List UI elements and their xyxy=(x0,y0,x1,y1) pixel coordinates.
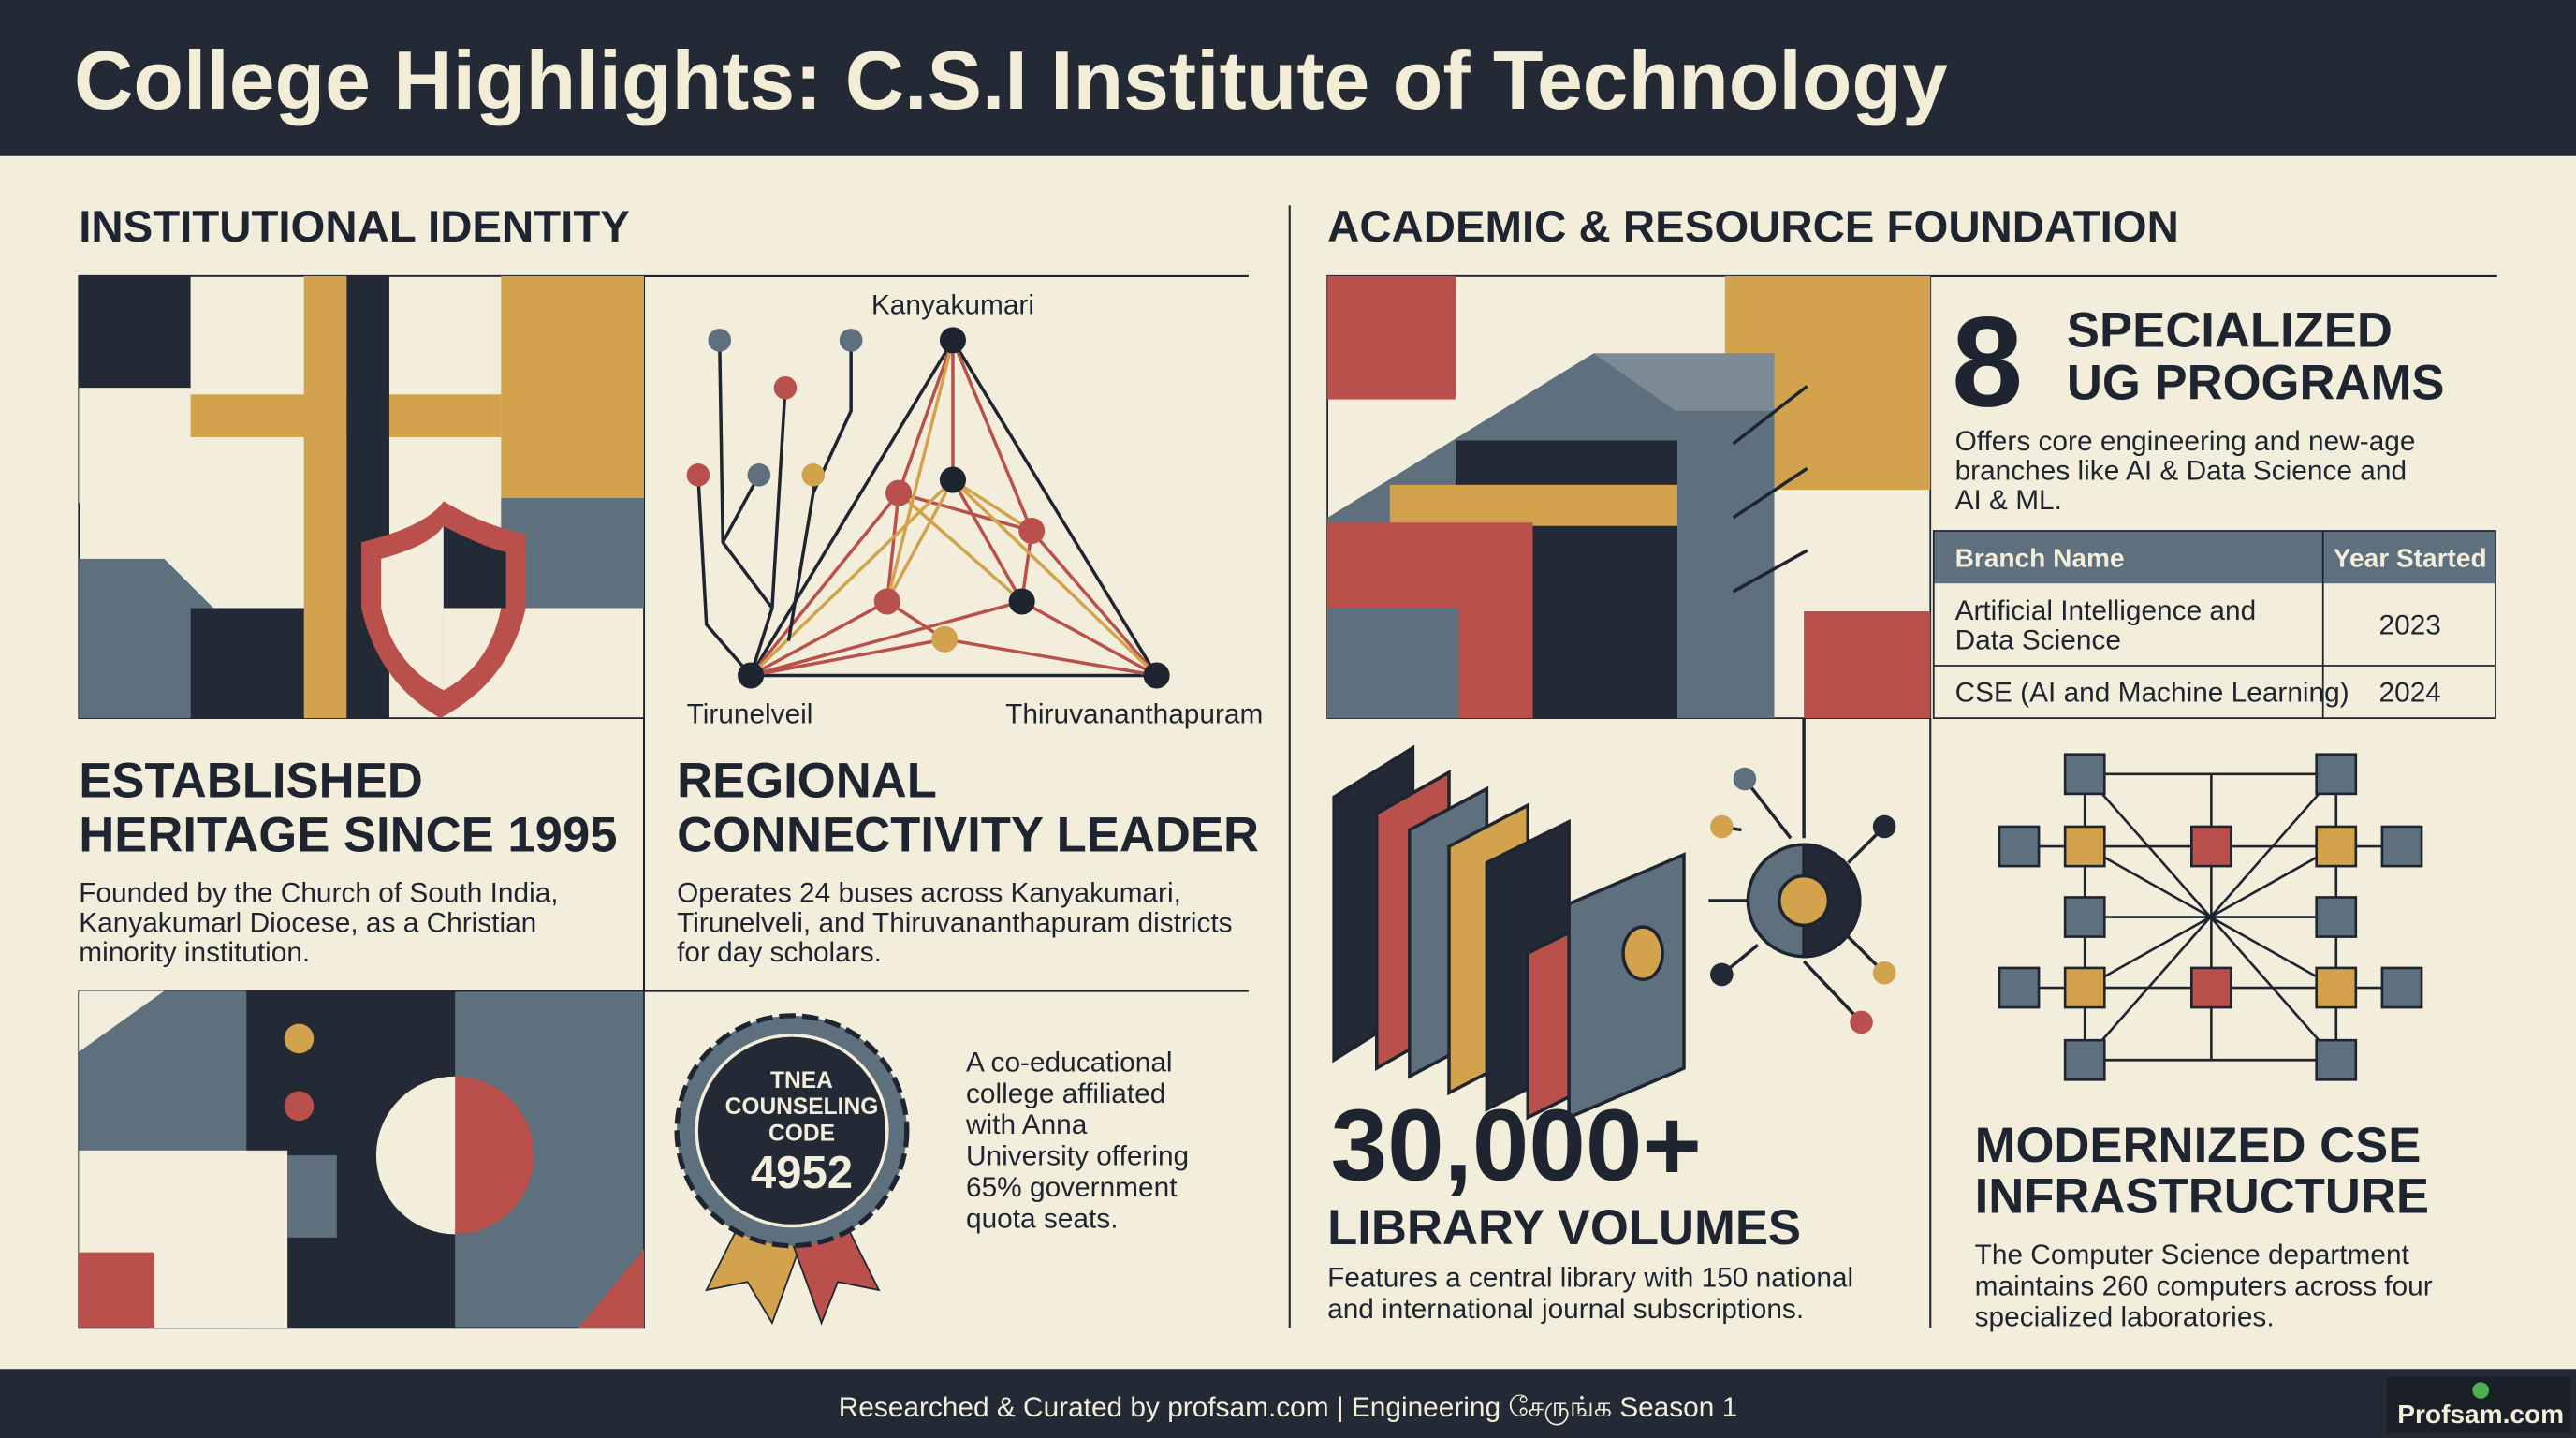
card-text: college affiliated xyxy=(966,1078,1165,1109)
card-text: with Anna xyxy=(965,1109,1088,1140)
table-header: Year Started xyxy=(2334,544,2487,573)
badge xyxy=(674,1013,910,1326)
card-text: Features a central library with 150 nati… xyxy=(1327,1262,1853,1293)
table-cell: 2023 xyxy=(2379,610,2441,641)
cse-art xyxy=(1998,753,2423,1081)
table-header: Branch Name xyxy=(1955,544,2125,573)
card-text: Founded by the Church of South India, xyxy=(79,878,558,909)
badge-text: CODE xyxy=(768,1121,835,1146)
badge-text: TNEA xyxy=(770,1068,833,1093)
logo: Profsam.com xyxy=(2397,1400,2564,1429)
card-text: minority institution. xyxy=(79,937,310,968)
card-text: University offering xyxy=(966,1141,1189,1172)
section-heading: ACADEMIC & RESOURCE FOUNDATION xyxy=(1327,202,2179,252)
footer-bar xyxy=(0,1369,2576,1438)
library-count: 30,000+ xyxy=(1331,1088,1702,1202)
card-title: UG PROGRAMS xyxy=(2067,356,2445,411)
map-label: Thiruvananthapuram xyxy=(1005,698,1263,729)
connectivity-art xyxy=(686,327,1170,689)
card-text: for day scholars. xyxy=(677,937,882,968)
card-text: specialized laboratories. xyxy=(1975,1302,2275,1333)
programs-count: 8 xyxy=(1952,291,2023,434)
section-heading: INSTITUTIONAL IDENTITY xyxy=(79,202,630,252)
card-text: branches like AI & Data Science and xyxy=(1955,456,2407,487)
table-cell: Data Science xyxy=(1955,624,2121,655)
coed-art xyxy=(78,990,645,1329)
table-cell: Artificial Intelligence and xyxy=(1955,595,2257,626)
card-title: HERITAGE SINCE 1995 xyxy=(79,807,617,862)
card-text: AI & ML. xyxy=(1955,485,2062,516)
card-text: A co-educational xyxy=(966,1048,1173,1078)
footer-credit: Researched & Curated by profsam.com | En… xyxy=(839,1392,1737,1425)
card-text: 65% government xyxy=(966,1172,1178,1203)
card-text: The Computer Science department xyxy=(1975,1240,2410,1270)
programs-art xyxy=(1326,275,1932,719)
library-art xyxy=(1332,718,1896,1121)
title: College Highlights: C.S.I Institute of T… xyxy=(74,35,1948,126)
card-title: LIBRARY VOLUMES xyxy=(1327,1200,1801,1255)
card-title: MODERNIZED CSE xyxy=(1975,1118,2422,1173)
badge-code: 4952 xyxy=(751,1148,853,1198)
card-title: CONNECTIVITY LEADER xyxy=(677,807,1259,862)
card-text: maintains 260 computers across four xyxy=(1975,1270,2433,1301)
logo-icon xyxy=(2472,1382,2489,1399)
card-text: Offers core engineering and new-age xyxy=(1955,426,2416,457)
coed-text: A co-educational college affiliated with… xyxy=(965,1048,1189,1235)
card-text: Kanyakumarl Diocese, as a Christian xyxy=(79,907,536,938)
heritage-art xyxy=(78,275,645,719)
program-table xyxy=(1932,530,2496,719)
card-text: Operates 24 buses across Kanyakumari, xyxy=(677,878,1181,909)
table-cell: 2024 xyxy=(2379,678,2441,709)
table-cell: CSE (AI and Machine Learning) xyxy=(1955,678,2349,709)
card-text: quota seats. xyxy=(966,1203,1119,1234)
card-title: SPECIALIZED xyxy=(2067,302,2393,358)
card-title: REGIONAL xyxy=(677,753,937,808)
card-text: and international journal subscriptions. xyxy=(1327,1294,1804,1325)
card-title: ESTABLISHED xyxy=(79,753,423,808)
header-bar xyxy=(0,0,2576,156)
badge-text: COUNSELING xyxy=(725,1094,879,1120)
map-label: Kanyakumari xyxy=(871,289,1034,320)
card-text: Tirunelveli, and Thiruvananthapuram dist… xyxy=(677,907,1232,938)
map-label: Tirunelveil xyxy=(687,698,813,729)
card-title: INFRASTRUCTURE xyxy=(1975,1169,2429,1225)
